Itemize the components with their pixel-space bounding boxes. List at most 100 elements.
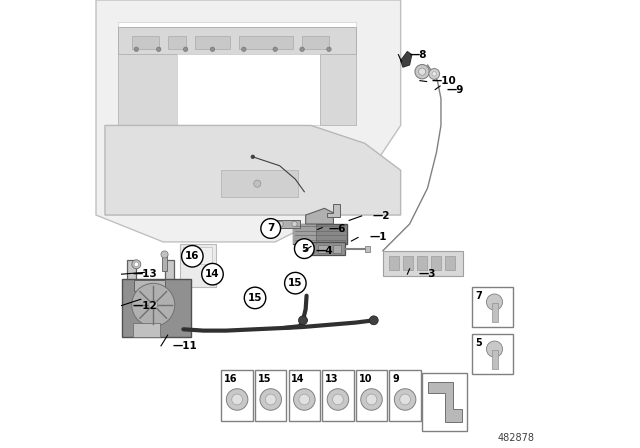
Text: 16: 16 xyxy=(185,251,200,261)
Text: 7: 7 xyxy=(475,291,482,301)
Circle shape xyxy=(242,47,246,52)
Text: —2: —2 xyxy=(373,211,390,221)
Circle shape xyxy=(227,389,248,410)
Polygon shape xyxy=(122,279,191,337)
Bar xyxy=(255,370,287,421)
Bar xyxy=(221,370,253,421)
Text: —4: —4 xyxy=(316,246,333,256)
Bar xyxy=(302,36,329,49)
Polygon shape xyxy=(293,224,347,244)
Text: 13: 13 xyxy=(325,374,339,384)
Polygon shape xyxy=(306,208,333,224)
Bar xyxy=(195,36,230,49)
Bar xyxy=(356,370,387,421)
Polygon shape xyxy=(320,54,356,125)
Polygon shape xyxy=(134,280,165,291)
Text: —8: —8 xyxy=(410,50,427,60)
Circle shape xyxy=(134,47,139,52)
Polygon shape xyxy=(428,382,461,422)
Bar xyxy=(472,287,513,327)
Circle shape xyxy=(285,272,306,294)
Circle shape xyxy=(232,394,243,405)
Circle shape xyxy=(486,294,502,310)
Polygon shape xyxy=(118,54,177,125)
Text: 15: 15 xyxy=(248,293,262,303)
Circle shape xyxy=(394,389,416,410)
Polygon shape xyxy=(275,220,300,228)
Bar xyxy=(445,256,455,270)
Bar xyxy=(118,27,356,54)
Circle shape xyxy=(294,239,314,258)
Circle shape xyxy=(244,287,266,309)
Bar xyxy=(323,370,353,421)
Circle shape xyxy=(273,47,278,52)
Text: 15: 15 xyxy=(288,278,303,288)
Circle shape xyxy=(157,47,161,52)
Circle shape xyxy=(361,389,382,410)
Circle shape xyxy=(366,394,377,405)
Polygon shape xyxy=(105,125,401,215)
Circle shape xyxy=(432,72,436,76)
Circle shape xyxy=(260,389,282,410)
Circle shape xyxy=(251,155,255,159)
Text: 5: 5 xyxy=(301,244,308,254)
Polygon shape xyxy=(96,0,401,242)
Circle shape xyxy=(132,260,141,269)
Circle shape xyxy=(266,394,276,405)
Text: 10: 10 xyxy=(358,374,372,384)
Text: —6: —6 xyxy=(329,224,346,234)
Bar xyxy=(132,36,159,49)
Bar xyxy=(168,36,186,49)
Circle shape xyxy=(182,246,203,267)
Text: —9: —9 xyxy=(446,85,464,95)
Circle shape xyxy=(333,394,343,405)
Circle shape xyxy=(300,246,305,251)
Polygon shape xyxy=(327,204,340,217)
Polygon shape xyxy=(401,52,412,67)
Polygon shape xyxy=(133,323,160,337)
Bar xyxy=(303,245,314,253)
Circle shape xyxy=(486,341,502,357)
Bar xyxy=(317,245,329,253)
Circle shape xyxy=(261,219,280,238)
Bar xyxy=(389,370,421,421)
Text: —10: —10 xyxy=(431,76,456,86)
Circle shape xyxy=(132,284,175,326)
Circle shape xyxy=(369,316,378,325)
Polygon shape xyxy=(177,54,320,125)
Circle shape xyxy=(161,251,168,258)
Circle shape xyxy=(327,389,349,410)
Bar xyxy=(289,370,320,421)
Circle shape xyxy=(148,301,157,309)
Text: 5: 5 xyxy=(475,338,482,348)
Text: —11: —11 xyxy=(172,341,197,351)
Bar xyxy=(239,36,293,49)
Circle shape xyxy=(400,394,410,405)
Circle shape xyxy=(278,221,284,227)
Text: —12: —12 xyxy=(132,301,157,310)
Polygon shape xyxy=(127,260,174,300)
Polygon shape xyxy=(163,255,167,271)
Text: —13: —13 xyxy=(132,269,157,279)
Circle shape xyxy=(327,47,332,52)
Bar xyxy=(365,246,370,252)
Circle shape xyxy=(134,262,139,267)
Bar xyxy=(422,373,467,431)
Text: 16: 16 xyxy=(224,374,237,384)
Circle shape xyxy=(294,389,315,410)
Circle shape xyxy=(292,221,297,227)
Text: 14: 14 xyxy=(291,374,305,384)
Bar xyxy=(389,256,399,270)
Circle shape xyxy=(415,65,429,79)
Polygon shape xyxy=(184,247,212,264)
Bar xyxy=(472,334,513,374)
Circle shape xyxy=(165,293,170,298)
Circle shape xyxy=(298,316,307,325)
Circle shape xyxy=(429,69,440,79)
Bar xyxy=(403,256,413,270)
Circle shape xyxy=(184,47,188,52)
Circle shape xyxy=(253,180,261,187)
Polygon shape xyxy=(383,251,463,276)
Bar xyxy=(417,256,427,270)
Polygon shape xyxy=(118,22,356,125)
